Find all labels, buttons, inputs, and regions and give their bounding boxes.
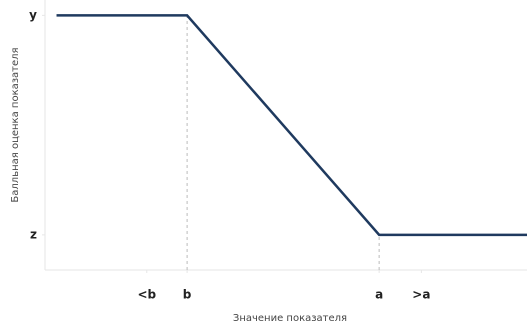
x-tick-label: <b [137,288,156,302]
y-tick-label: y [29,8,37,22]
y-axis-title: Балльная оценка показателя [10,47,21,202]
line [56,14,527,237]
x-axis-title: Значение показателя [233,313,347,322]
x-tick-label: b [183,288,192,302]
x-tick-label: >a [412,288,430,302]
x-tick-label: a [375,288,383,302]
y-tick-label: z [30,227,37,241]
